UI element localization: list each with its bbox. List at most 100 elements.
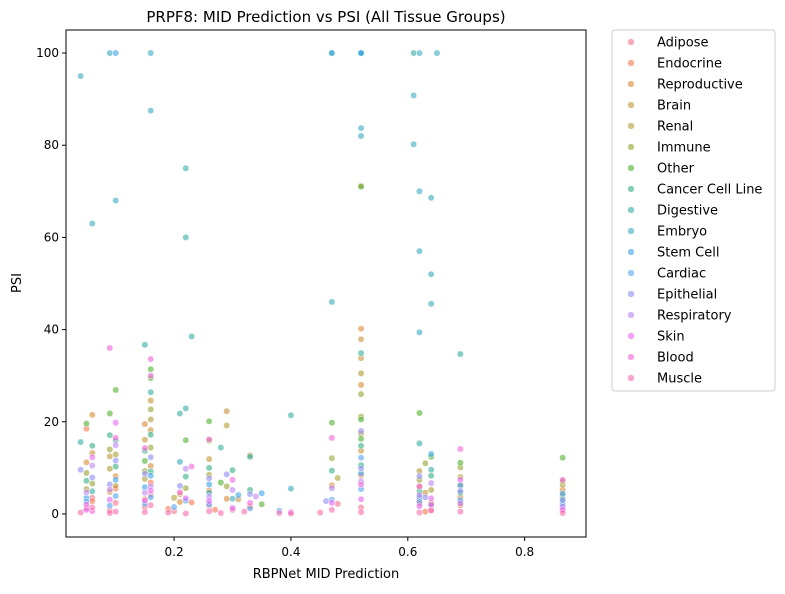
data-point [182,494,190,502]
data-point [328,484,336,492]
data-point [147,397,155,405]
data-point [112,441,120,449]
data-point [229,495,236,503]
legend-marker [627,101,635,109]
y-tick-label: 0 [51,507,59,521]
data-point [357,481,365,488]
legend-label: Stem Cell [657,246,719,261]
data-point [147,405,155,413]
data-point [427,506,435,514]
data-point [88,474,96,481]
data-point [416,187,423,195]
data-point [416,328,423,336]
data-point [182,510,190,517]
data-point [287,485,295,493]
data-point [416,482,423,490]
legend-marker [627,374,635,382]
data-point [427,466,435,474]
legend-marker [627,80,635,88]
data-point [205,455,213,463]
data-point [357,49,365,57]
data-point [252,492,260,500]
data-point [205,481,213,488]
data-point [188,333,196,340]
data-point [106,344,114,352]
data-point [357,183,365,191]
data-point [456,459,464,467]
data-point [141,489,149,497]
legend-marker [627,185,635,193]
data-point [141,508,149,516]
data-point [147,416,155,423]
legend-marker [627,290,635,298]
data-point [112,463,120,470]
data-point [421,459,429,467]
y-axis: 0 20 40 60 80 100 [36,46,66,521]
data-point [427,494,435,502]
data-point [416,409,423,417]
data-point [357,381,365,389]
data-point [223,482,231,490]
data-point [147,372,155,380]
data-point [328,499,336,507]
data-point [147,444,155,452]
data-point [176,482,184,490]
y-axis-label: PSI [10,273,25,293]
data-point [217,479,225,487]
data-point [106,502,114,510]
data-point [88,504,96,511]
data-point [287,411,295,419]
data-point [205,507,213,515]
data-point [229,504,236,512]
data-point [357,464,365,472]
data-point [229,486,236,494]
legend-label: Reproductive [657,78,743,93]
data-point [357,454,365,462]
data-point [141,420,149,428]
y-tick-label: 80 [44,138,59,152]
data-point [141,497,149,505]
legend-label: Adipose [657,36,709,51]
legend-label: Blood [657,351,694,366]
legend-label: Cancer Cell Line [657,183,762,198]
data-point [217,444,225,452]
legend-marker [627,143,635,151]
data-point [141,341,149,349]
data-point [112,476,120,484]
data-point [83,501,90,509]
data-point [357,335,365,343]
data-point [88,442,96,450]
data-point [275,509,283,517]
data-point [246,490,254,498]
data-point [456,476,464,484]
data-point [456,508,464,516]
data-point [246,499,254,507]
data-point [357,427,365,435]
legend-marker [627,206,635,214]
data-point [205,497,213,505]
data-point [112,434,120,442]
data-point [182,436,190,444]
data-point [559,490,567,498]
data-point [106,465,114,473]
data-point [147,49,155,57]
legend-marker [627,122,635,130]
data-point [141,444,149,452]
data-point [258,489,266,497]
data-point [176,498,184,506]
data-point [240,508,248,516]
data-point [147,487,155,494]
data-point [106,496,114,504]
legend-marker [627,332,635,340]
data-point [106,486,114,493]
data-point [106,431,114,439]
data-point [205,435,213,443]
data-point [229,476,236,484]
data-point [170,503,178,511]
data-point [357,442,365,450]
data-point [141,436,149,444]
data-point [176,488,184,496]
x-tick-label: 0.2 [165,545,184,559]
y-tick-label: 40 [44,323,59,337]
data-point [223,495,231,503]
